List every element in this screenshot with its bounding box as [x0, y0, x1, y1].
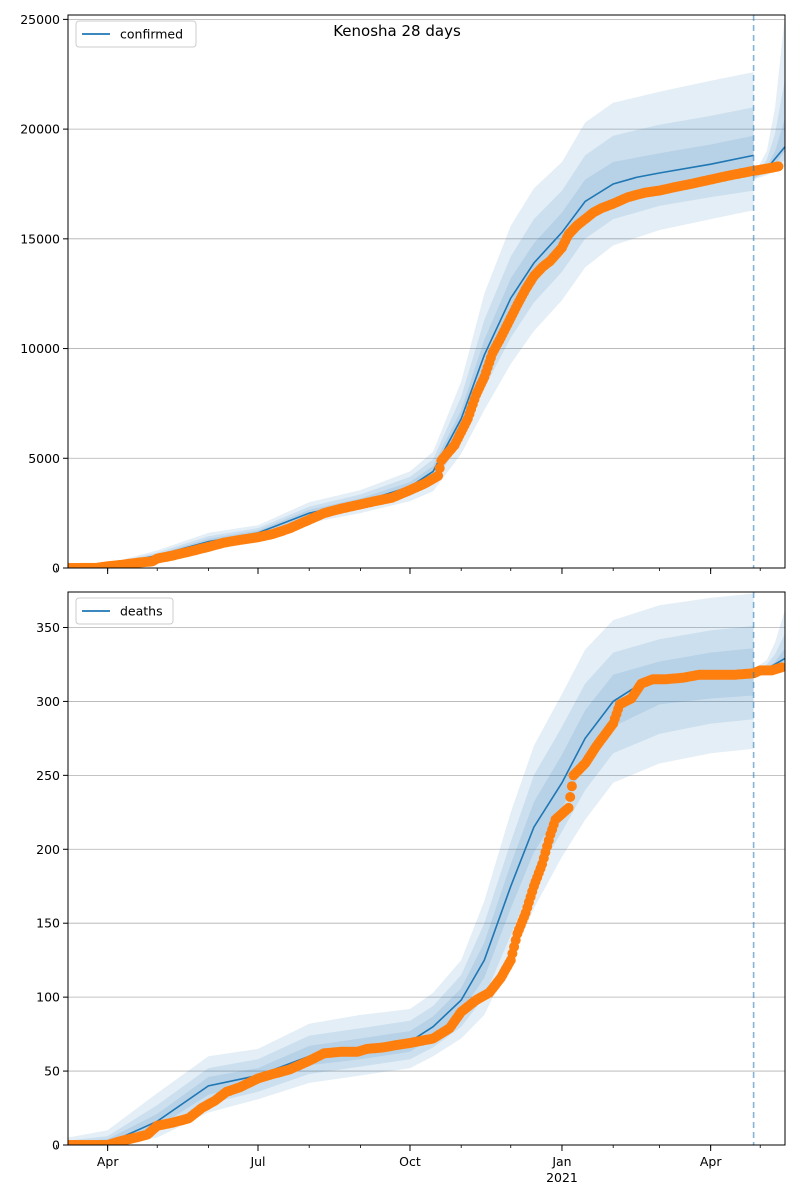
deaths-observed-points	[68, 662, 785, 1145]
deaths-y-tick-label: 100	[36, 990, 60, 1005]
confirmed-legend: confirmed	[75, 20, 197, 48]
confirmed-axes-frame	[67, 14, 786, 569]
deaths-band-outer	[68, 593, 754, 1145]
deaths-band-middle	[68, 626, 754, 1145]
confirmed-legend-label: confirmed	[120, 27, 183, 42]
confirmed-observed-point	[434, 463, 445, 474]
deaths-y-tick-label: 300	[36, 694, 60, 709]
deaths-forecast-band	[753, 609, 785, 675]
confirmed-y-tick-label: 5000	[28, 451, 60, 466]
confirmed-y-tick-label: 10000	[20, 341, 60, 356]
deaths-x-tick-label: Apr	[97, 1154, 119, 1169]
figure-title: Kenosha 28 days	[333, 22, 461, 40]
deaths-y-tick-label: 200	[36, 842, 60, 857]
confirmed-observed-point	[433, 470, 444, 481]
deaths-x-tick-label: Oct	[399, 1154, 421, 1169]
deaths-legend: deaths	[75, 597, 174, 625]
deaths-observed-point	[565, 792, 576, 802]
deaths-x-tick-year-label: 2021	[546, 1170, 578, 1185]
deaths-y-tick-label: 350	[36, 620, 60, 635]
deaths-y-tick-label: 150	[36, 916, 60, 931]
confirmed-gridlines	[68, 18, 785, 459]
deaths-legend-label: deaths	[120, 604, 163, 619]
confirmed-legend-box	[75, 20, 197, 48]
confirmed-x-axis	[56, 568, 761, 574]
confirmed-forecast-band	[753, 78, 785, 179]
deaths-observed-point	[566, 781, 577, 792]
deaths-y-tick-label: 250	[36, 768, 60, 783]
confirmed-observed-points	[68, 161, 784, 568]
deaths-x-tick-label: Jan	[551, 1154, 571, 1169]
confirmed-y-tick-label: 20000	[20, 122, 60, 137]
confirmed-plot-frame	[67, 14, 786, 569]
confirmed-y-tick-label: 15000	[20, 231, 60, 246]
confirmed-observed-point	[773, 161, 784, 172]
confirmed-band-inner	[68, 135, 754, 568]
confirmed-forecast-band	[753, 15, 785, 180]
deaths-axes-frame	[67, 591, 786, 1146]
deaths-observed-point	[776, 662, 785, 673]
deaths-gridlines	[68, 627, 785, 1072]
deaths-observed-point	[563, 802, 574, 813]
deaths-x-tick-label: Apr	[700, 1154, 722, 1169]
confirmed-y-tick-label: 25000	[20, 12, 60, 27]
confirmed-band-outer	[68, 72, 754, 568]
deaths-y-tick-label: 50	[44, 1064, 60, 1079]
deaths-plot-frame	[67, 591, 786, 1146]
deaths-x-tick-label: Jul	[249, 1154, 265, 1169]
deaths-legend-box	[75, 597, 174, 625]
